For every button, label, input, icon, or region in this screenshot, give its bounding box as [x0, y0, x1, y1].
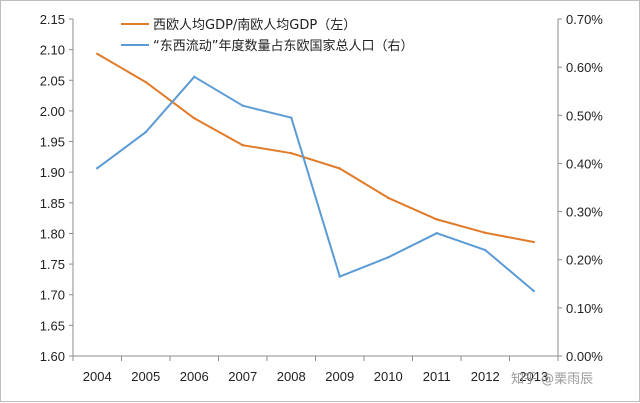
left-tick-label: 1.60	[40, 349, 65, 364]
legend: 西欧人均GDP/南欧人均GDP（左） “东西流动”年度数量占东欧国家总人口（右）	[121, 17, 413, 54]
point-right-series-2008	[290, 116, 293, 119]
legend-label-right-series: “东西流动”年度数量占东欧国家总人口（右）	[153, 38, 413, 54]
point-left-series-2010	[387, 196, 390, 200]
right-tick-label: 0.40%	[566, 156, 603, 171]
x-tick-label: 2005	[131, 369, 160, 384]
x-tick-label: 2006	[180, 369, 209, 384]
point-right-series-2007	[241, 104, 244, 107]
x-tick-label: 2009	[325, 369, 354, 384]
x-tick-label: 2011	[423, 369, 451, 384]
right-tick-label: 0.10%	[566, 301, 603, 316]
series-line-left-axis	[96, 53, 534, 243]
left-tick-label: 1.80	[40, 226, 65, 241]
right-tick-label: 0.50%	[566, 108, 603, 123]
point-right-series-2004	[96, 167, 99, 170]
point-left-series-2011	[435, 218, 438, 221]
point-right-series-2011	[435, 232, 438, 235]
point-right-series-2009	[338, 275, 341, 278]
left-tick-label: 1.75	[40, 257, 65, 272]
legend-label-left-series: 西欧人均GDP/南欧人均GDP（左）	[153, 17, 356, 33]
left-tick-label: 2.05	[40, 73, 65, 88]
point-left-series-2009	[338, 167, 341, 170]
left-tick-label: 2.10	[40, 43, 65, 58]
left-tick-label: 1.65	[40, 318, 65, 333]
x-tick-label: 2013	[519, 369, 548, 384]
point-left-series-2005	[144, 80, 147, 84]
point-left-series-2012	[484, 231, 487, 235]
point-right-series-2010	[387, 256, 390, 259]
point-left-series-2004	[96, 52, 99, 56]
left-tick-label: 2.00	[40, 104, 65, 119]
point-right-series-2013	[532, 289, 535, 293]
point-right-series-2012	[484, 248, 487, 252]
left-tick-label: 1.70	[40, 288, 65, 303]
watermark: 知乎 @栗雨辰	[511, 371, 593, 387]
series-line-right-axis	[96, 75, 535, 292]
point-left-series-2007	[241, 144, 244, 147]
right-tick-label: 0.70%	[566, 12, 603, 27]
left-tick-label: 2.15	[40, 12, 65, 27]
right-tick-label: 0.00%	[566, 349, 603, 364]
x-tick-label: 2010	[374, 369, 403, 384]
series-lines	[96, 52, 535, 293]
point-right-series-2006	[193, 75, 196, 78]
x-tick-label: 2008	[277, 369, 306, 384]
point-left-series-2006	[193, 117, 196, 120]
x-tick-label: 2007	[228, 369, 257, 384]
right-tick-label: 0.30%	[566, 205, 603, 220]
left-tick-label: 1.90	[40, 165, 65, 180]
left-tick-label: 1.95	[40, 135, 65, 150]
x-tick-label: 2004	[83, 369, 112, 384]
point-left-series-2008	[290, 151, 293, 155]
axes: 1.60 1.65 1.70 1.75 1.80 1.85 1.90 1.95 2.00 2.05…	[40, 12, 604, 384]
x-tick-label: 2012	[471, 369, 500, 384]
right-tick-label: 0.20%	[566, 253, 603, 268]
point-left-series-2013	[532, 240, 535, 244]
right-tick-label: 0.60%	[566, 60, 603, 75]
point-right-series-2005	[144, 130, 147, 134]
left-tick-label: 1.85	[40, 196, 65, 211]
